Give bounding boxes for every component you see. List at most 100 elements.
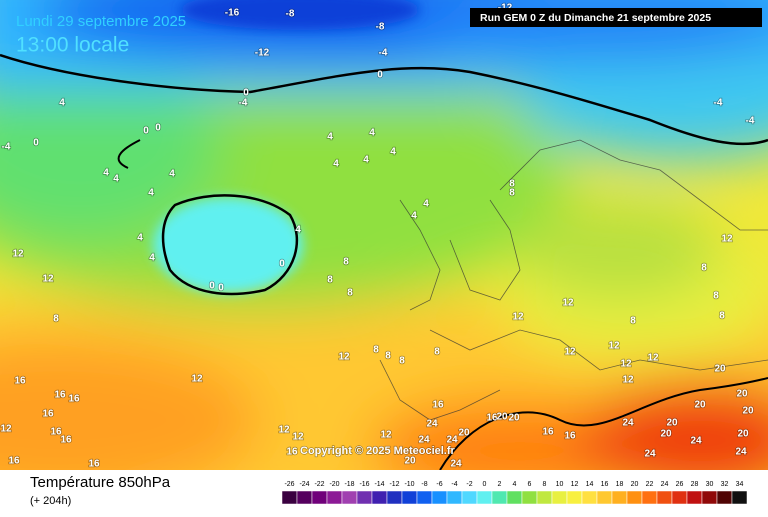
contour-label: 4 — [423, 199, 429, 210]
scale-tick-label: 28 — [691, 481, 699, 488]
scale-tick-label: 12 — [571, 481, 579, 488]
contour-label: 4 — [369, 128, 375, 139]
contour-label: 24 — [690, 436, 702, 447]
contour-label: 20 — [660, 429, 672, 440]
contour-label: 12 — [338, 352, 350, 363]
contour-label: 4 — [59, 98, 65, 109]
contour-label: 12 — [608, 341, 620, 352]
contour-label: 20 — [404, 456, 416, 467]
scale-tick-label: 30 — [706, 481, 714, 488]
scale-swatch — [386, 490, 403, 505]
contour-label: 24 — [735, 447, 747, 458]
lead-time: (+ 204h) — [30, 495, 71, 507]
contour-label: 8 — [701, 263, 707, 274]
scale-tick-label: 2 — [498, 481, 502, 488]
contour-label: 16 — [42, 409, 54, 420]
scale-tick-label: -12 — [389, 481, 399, 488]
scale-swatch — [716, 490, 733, 505]
scale-tick-label: 22 — [646, 481, 654, 488]
contour-label: 12 — [278, 425, 290, 436]
contour-label: 24 — [644, 449, 656, 460]
contour-label: 4 — [137, 233, 143, 244]
scale-tick-label: 14 — [586, 481, 594, 488]
scale-tick-label: 34 — [736, 481, 744, 488]
contour-label: 4 — [327, 132, 333, 143]
contour-label: 4 — [149, 253, 155, 264]
scale-swatch — [476, 490, 493, 505]
contour-label: 12 — [191, 374, 203, 385]
legend-title: Température 850hPa — [30, 474, 171, 491]
contour-label: 8 — [509, 179, 515, 190]
contour-label: 20 — [666, 418, 678, 429]
scale-swatch — [356, 490, 373, 505]
contour-label: 12 — [562, 298, 574, 309]
scale-tick-label: 6 — [528, 481, 532, 488]
scale-swatch — [581, 490, 598, 505]
contour-label: 0 — [209, 281, 215, 292]
contour-label: 12 — [512, 312, 524, 323]
scale-swatch — [296, 490, 313, 505]
contour-label: -4 — [379, 48, 388, 59]
contour-label: 8 — [373, 345, 379, 356]
scale-swatch — [281, 490, 298, 505]
contour-label: 20 — [736, 389, 748, 400]
contour-label: -4 — [746, 116, 755, 127]
scale-tick-label: -26 — [284, 481, 294, 488]
contour-label: 4 — [148, 188, 154, 199]
scale-tick-label: 18 — [616, 481, 624, 488]
contour-label: 8 — [509, 188, 515, 199]
contour-label: 20 — [737, 429, 749, 440]
scale-tick-label: 26 — [676, 481, 684, 488]
scale-swatch — [701, 490, 718, 505]
contour-label: -4 — [714, 98, 723, 109]
scale-tick-label: -24 — [299, 481, 309, 488]
scale-tick-label: 32 — [721, 481, 729, 488]
contour-label: 24 — [622, 418, 634, 429]
contour-label: 20 — [742, 406, 754, 417]
scale-swatch — [326, 490, 343, 505]
contour-label: 20 — [714, 364, 726, 375]
contour-label: 8 — [347, 288, 353, 299]
contour-label: 0 — [143, 126, 149, 137]
contour-label: 12 — [620, 359, 632, 370]
scale-swatch — [671, 490, 688, 505]
contour-label: 4 — [169, 169, 175, 180]
scale-swatch — [341, 490, 358, 505]
contour-label: 4 — [295, 225, 301, 236]
scale-swatch — [656, 490, 673, 505]
scale-swatch — [311, 490, 328, 505]
contour-label: 0 — [218, 283, 224, 294]
copyright: Copyright © 2025 Meteociel.fr — [300, 445, 456, 457]
scale-swatch — [461, 490, 478, 505]
scale-tick-label: 20 — [631, 481, 639, 488]
contour-label: 16 — [54, 390, 66, 401]
scale-swatch — [446, 490, 463, 505]
scale-swatch — [536, 490, 553, 505]
contour-label: 16 — [50, 427, 62, 438]
scale-swatch — [596, 490, 613, 505]
scale-tick-label: 4 — [513, 481, 517, 488]
scale-tick-label: -18 — [344, 481, 354, 488]
contour-label: 20 — [694, 400, 706, 411]
contour-label: 0 — [279, 259, 285, 270]
contour-label: 8 — [713, 291, 719, 302]
contour-label: 12 — [380, 430, 392, 441]
contour-label: 8 — [399, 356, 405, 367]
scale-tick-label: -8 — [421, 481, 427, 488]
contour-label: 16 — [486, 413, 498, 424]
contour-label: 12 — [647, 353, 659, 364]
contour-label: 0 — [33, 138, 39, 149]
contour-label: 16 — [88, 459, 100, 470]
contour-label: 16 — [68, 394, 80, 405]
scale-tick-label: 16 — [601, 481, 609, 488]
scale-swatch — [641, 490, 658, 505]
contour-label: 16 — [286, 447, 298, 458]
scale-tick-label: -2 — [466, 481, 472, 488]
scale-swatch — [626, 490, 643, 505]
contour-label: 4 — [411, 211, 417, 222]
contour-label: 12 — [721, 234, 733, 245]
scale-swatch — [686, 490, 703, 505]
contour-label: 12 — [622, 375, 634, 386]
scale-swatch — [551, 490, 568, 505]
